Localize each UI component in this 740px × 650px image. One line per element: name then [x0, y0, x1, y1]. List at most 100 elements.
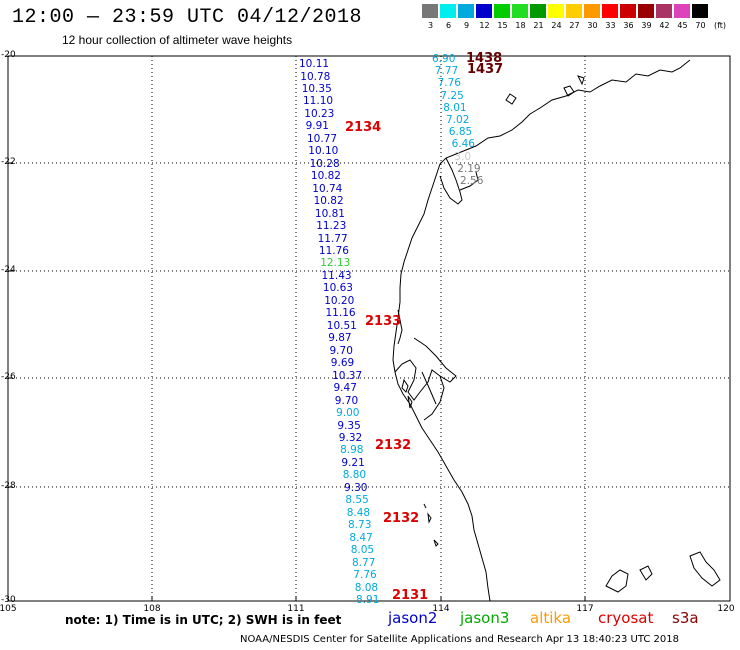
legend-swatch — [422, 4, 439, 18]
salt-lake — [605, 569, 629, 593]
satellite-legend-item: s3a — [672, 609, 699, 627]
legend-label: 15 — [497, 21, 508, 30]
legend-label: 6 — [445, 21, 452, 30]
lat-label: -24 — [1, 265, 16, 275]
legend-swatch — [602, 4, 619, 18]
lat-label: -22 — [1, 157, 16, 167]
legend-swatch — [584, 4, 601, 18]
wave-height-label: 11.10 — [303, 95, 334, 108]
wave-height-label: 7.02 — [446, 114, 470, 126]
wave-height-label: 9.87 — [328, 332, 352, 345]
legend-label: 36 — [623, 21, 634, 30]
wave-height-label: 8.08 — [354, 581, 379, 594]
lat-label: -20 — [1, 50, 16, 60]
wave-height-label: 11.77 — [317, 232, 348, 245]
island — [577, 75, 585, 86]
legend-swatch — [530, 4, 547, 18]
legend-label: 18 — [515, 21, 526, 30]
legend-swatch — [512, 4, 529, 18]
island — [423, 503, 427, 509]
wave-height-label: 8.98 — [340, 444, 364, 457]
coastline-mainland — [392, 59, 691, 602]
wave-height-label: 9.32 — [338, 432, 363, 444]
legend-label: 33 — [605, 21, 616, 30]
island — [407, 395, 413, 409]
island — [563, 85, 575, 97]
pass-time-label: 2133 — [365, 314, 402, 329]
coastline — [392, 59, 721, 602]
legend-swatch — [440, 4, 457, 18]
wave-height-label: 10.74 — [312, 182, 343, 195]
island — [433, 539, 439, 547]
legend-label: 12 — [479, 21, 490, 30]
wave-height-label: 8.73 — [348, 519, 372, 532]
credit-line: NOAA/NESDIS Center for Satellite Applica… — [240, 634, 679, 645]
wave-height-label: 9.30 — [344, 481, 368, 494]
island — [427, 512, 432, 524]
wave-height-label: 12.13 — [320, 257, 351, 270]
legend-swatch — [692, 4, 709, 18]
wave-height-label: 7.77 — [434, 65, 459, 78]
wave-height-label: 10.28 — [309, 157, 340, 170]
exmouth-gulf — [459, 171, 479, 191]
wave-height-label: 7.76 — [353, 569, 377, 582]
wave-height-label: 9.47 — [333, 382, 357, 395]
dirk-hartog-island — [397, 309, 403, 345]
wave-height-label: 10.77 — [307, 132, 338, 145]
satellite-legend-item: cryosat — [598, 609, 654, 627]
grid-lines — [7, 55, 731, 602]
pass-time-label: 2134 — [345, 120, 382, 135]
wave-height-label: 11.23 — [316, 220, 347, 232]
legend-swatch — [458, 4, 475, 18]
wave-height-label: 10.10 — [308, 145, 339, 158]
legend-swatch — [638, 4, 655, 18]
lat-label: -28 — [1, 481, 16, 491]
legend-label: 30 — [587, 21, 598, 30]
lon-label: 105 — [0, 604, 17, 614]
lat-label: -26 — [1, 372, 16, 382]
wave-height-label: 6.85 — [448, 126, 473, 139]
legend-swatch — [494, 4, 511, 18]
wave-height-label: 10.82 — [313, 195, 344, 208]
wave-height-label: 8.48 — [346, 506, 371, 519]
pass-time-label: 1437 — [467, 62, 504, 77]
wave-height-label: 9.70 — [334, 394, 359, 407]
legend-label: 21 — [533, 21, 544, 30]
shark-bay-east — [413, 337, 457, 383]
legend-swatch — [476, 4, 493, 18]
lon-label: 120 — [717, 604, 735, 614]
legend-swatch — [566, 4, 583, 18]
wave-height-label: 8.47 — [349, 531, 373, 544]
wave-height-label: 9.91 — [305, 120, 329, 133]
wave-height-label: 8.01 — [443, 101, 467, 114]
salt-lake — [689, 551, 721, 587]
wave-height-label: 10.35 — [301, 82, 332, 95]
wave-height-label: 10.37 — [332, 369, 363, 382]
wave-height-label: 9.00 — [336, 407, 360, 419]
wave-height-label: 11.16 — [325, 307, 356, 320]
wave-height-label: 10.81 — [314, 207, 345, 220]
lon-label: 108 — [143, 604, 161, 614]
legend-label: 24 — [551, 21, 562, 30]
wave-height-label: 2.19 — [457, 162, 481, 175]
wave-height-label: 10.78 — [300, 70, 331, 83]
pass-time-label: 1438 — [466, 51, 503, 66]
wave-height-label: 8.55 — [345, 494, 369, 507]
wave-height-label: 8.80 — [342, 469, 367, 482]
satellite-legend-item: jason2 — [388, 609, 438, 627]
page-subtitle: 12 hour collection of altimeter wave hei… — [62, 33, 293, 47]
island — [401, 378, 409, 393]
wave-height-label: 7.25 — [440, 89, 464, 102]
wave-height-label: 9.70 — [329, 344, 353, 357]
pass-time-label: 2132 — [383, 511, 420, 526]
wave-height-label: 9.69 — [330, 357, 355, 370]
wave-height-label: 11.76 — [318, 245, 349, 257]
wave-height-label: 11.43 — [321, 269, 352, 282]
wave-height-label: 10.20 — [324, 294, 355, 307]
legend-label: 39 — [641, 21, 652, 30]
wave-height-label: 9.35 — [337, 419, 361, 432]
north-west-cape — [439, 157, 463, 205]
wave-height-label: 8.77 — [352, 556, 376, 569]
wave-height-label: 7.76 — [437, 77, 461, 90]
